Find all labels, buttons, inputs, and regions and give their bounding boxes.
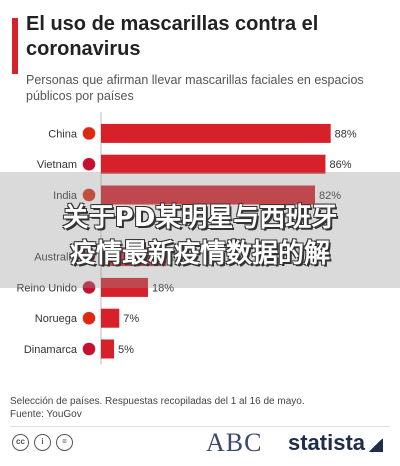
bar [101,277,148,297]
title-accent-bar [12,18,18,74]
data-label: 86% [329,159,351,171]
category-label: India [53,190,78,202]
watermark-overlay [0,172,400,288]
category-label: Vietnam [37,159,77,171]
data-label: 5% [118,344,134,356]
data-label: 82% [319,190,341,202]
australia-flag-icon [82,249,96,264]
chart-subtitle: Personas que afirman llevar mascarillas … [26,73,364,103]
footnote-source: Fuente: YouGov [10,409,82,420]
bar [101,247,167,267]
data-label: 18% [152,282,174,294]
data-label: 7% [123,313,139,325]
bar [101,308,120,328]
category-label: Noruega [35,313,78,325]
chart-title: El uso de mascarillas contra el coronavi… [26,13,319,60]
data-label: 25% [170,252,192,264]
category-label: Dinamarca [24,344,78,356]
china-flag-icon [82,126,96,141]
overlay-headline-line2: 疫情最新疫情数据的解 [69,239,330,269]
no-derivatives-icon: = [56,434,73,451]
overlay-headline-line1: 关于PD某明星与西班牙 [62,203,338,233]
category-label: Australia [34,252,78,264]
bar [101,185,316,205]
statista-mark-icon [369,438,384,452]
creative-commons-badges: cc i = [12,434,73,451]
footnote-selection: Selección de países. Respuestas recopila… [10,396,305,407]
category-label: China [48,128,78,140]
vietnam-flag-icon [82,157,96,171]
footnote: Selección de países. Respuestas recopila… [10,395,305,421]
statista-logo: statista [288,430,384,456]
data-label: 88% [335,128,357,140]
uk-flag-icon [82,280,96,295]
bar [101,154,326,174]
footer-divider [10,426,390,427]
india-flag-icon [82,188,96,202]
norway-flag-icon [82,311,96,325]
denmark-flag-icon [82,342,96,356]
attribution-icon: i [34,434,51,451]
category-label: Reino Unido [16,282,77,294]
bar [101,339,115,359]
abc-logo: ABC [206,428,263,457]
bar [101,123,331,143]
cc-icon: cc [12,434,29,451]
bar-chart: China 88% Vietnam 86% India 82% Australia 25% Re… [16,112,357,365]
statista-wordmark: statista [288,430,366,455]
